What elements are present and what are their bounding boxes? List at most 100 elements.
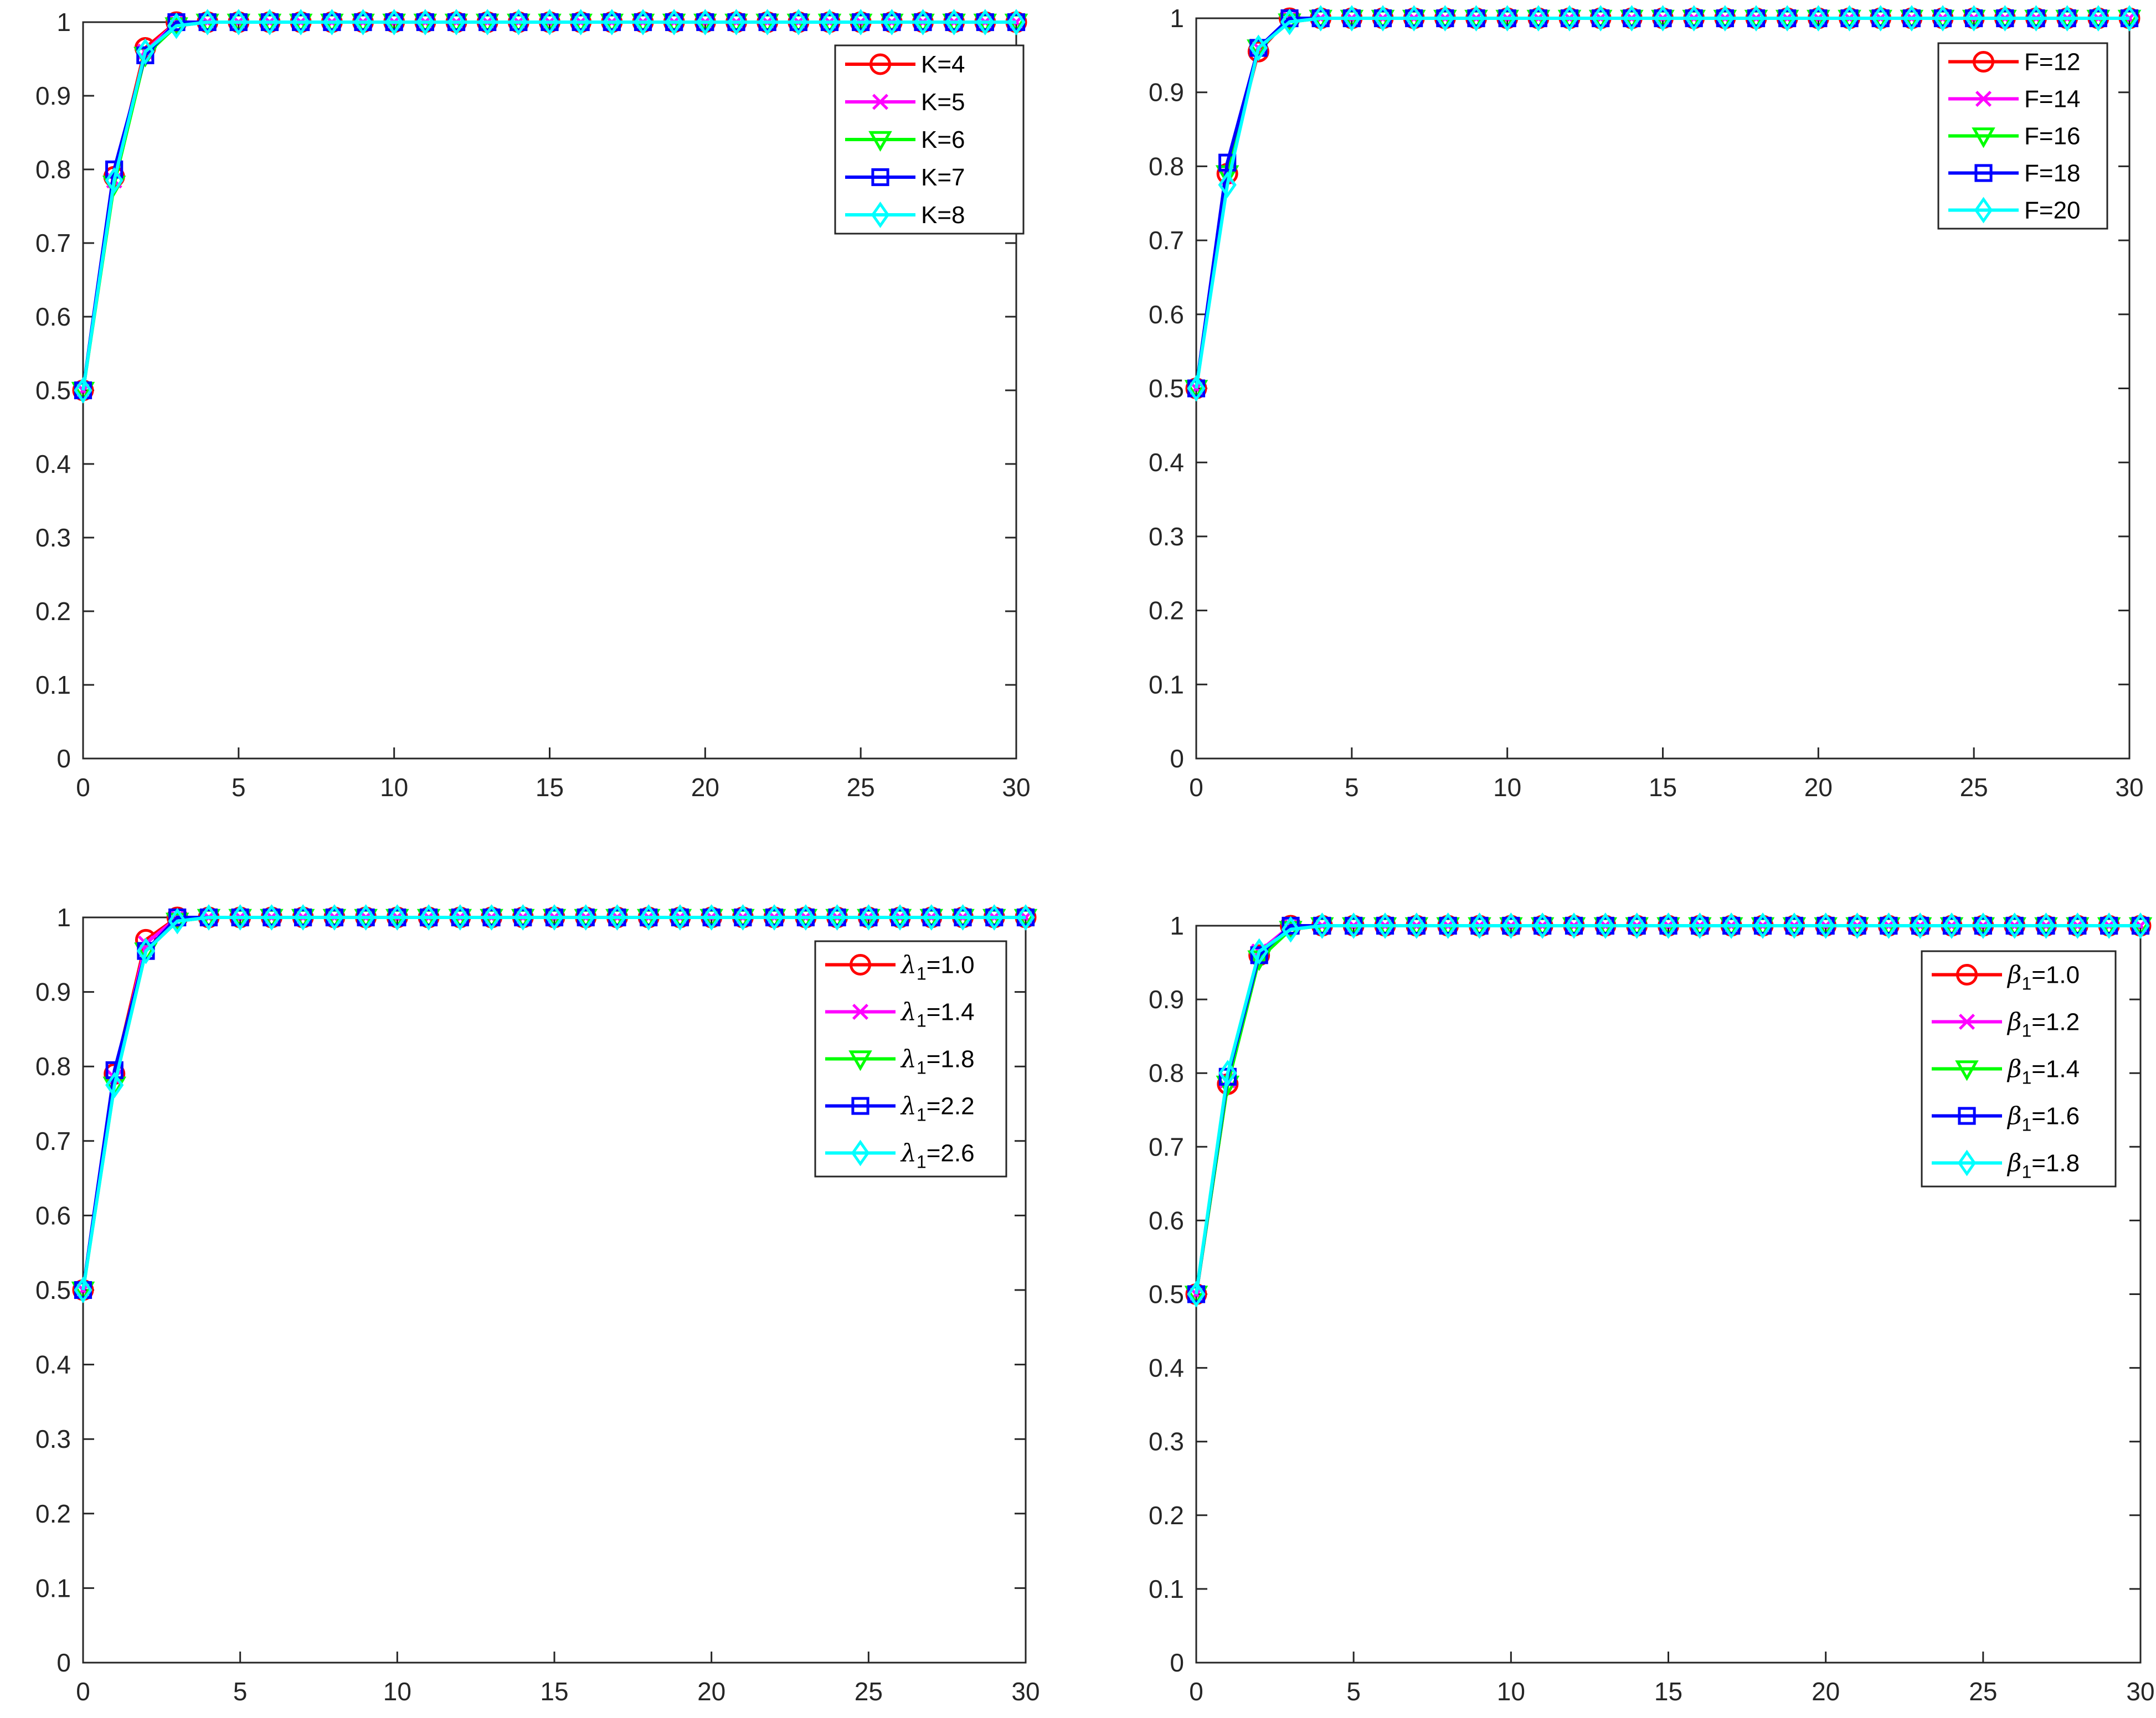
data-point <box>1560 5 1579 32</box>
y-tick-label: 0.8 <box>1149 152 1184 180</box>
y-tick-label: 0 <box>56 744 71 773</box>
data-point <box>1716 5 1735 32</box>
x-tick-label: 20 <box>1812 1677 1840 1706</box>
data-point <box>262 904 281 931</box>
legend-marker <box>1973 51 1994 73</box>
legend-label: F=16 <box>2024 123 2081 150</box>
legend-label: K=8 <box>921 202 965 229</box>
data-point <box>2058 5 2077 32</box>
data-point <box>1974 912 1993 939</box>
data-point <box>1879 912 1898 939</box>
legend-value: =1.4 <box>927 999 975 1026</box>
y-tick-label: 0 <box>1170 1648 1184 1677</box>
data-point <box>385 9 404 35</box>
series-line <box>81 916 1026 1291</box>
legend-symbol: β <box>2006 1055 2021 1084</box>
data-point <box>1622 5 1641 32</box>
data-point <box>1281 916 1300 943</box>
data-point <box>168 907 187 935</box>
data-point <box>2068 912 2087 939</box>
data-point <box>2120 5 2139 32</box>
y-tick-label: 0.3 <box>1149 1427 1184 1456</box>
y-tick-label: 0.1 <box>1149 1575 1184 1603</box>
data-point <box>922 904 941 931</box>
data-point <box>1218 1060 1237 1087</box>
x-tick-label: 30 <box>2115 773 2143 802</box>
data-point <box>2026 5 2046 32</box>
y-tick-label: 0.7 <box>35 1127 71 1155</box>
data-point <box>1753 912 1772 939</box>
legend-marker <box>1958 1107 1976 1125</box>
data-point <box>1470 912 1489 939</box>
data-point <box>820 9 839 35</box>
data-point <box>1902 5 1921 32</box>
legend-marker <box>872 94 889 110</box>
x-tick-label: 15 <box>536 773 564 802</box>
legend-box <box>834 44 1025 235</box>
y-tick-label: 0.4 <box>1149 1354 1184 1382</box>
y-tick-label: 0.4 <box>1149 448 1184 477</box>
x-tick-label: 10 <box>1493 773 1521 802</box>
data-point <box>419 904 438 931</box>
data-point <box>260 9 279 35</box>
series-line <box>1195 17 2129 389</box>
data-point <box>789 9 808 35</box>
data-point <box>1311 5 1330 32</box>
data-point <box>2100 912 2118 939</box>
y-tick-label: 1 <box>1170 4 1184 33</box>
data-point <box>1690 912 1709 939</box>
legend-marker <box>871 168 889 187</box>
data-point <box>976 9 995 35</box>
data-point <box>1218 153 1237 172</box>
legend-value: =1.8 <box>2031 1150 2080 1177</box>
data-point <box>859 904 878 931</box>
chart-panel-lambda: 0 5 10 15 20 25 30 0 0.1 0.2 0.3 0.4 0.5 0.6 0.7 0.8 0.9… <box>35 903 1040 1706</box>
data-point <box>758 9 777 35</box>
data-point <box>953 904 972 931</box>
x-tick-label: 0 <box>1189 773 1203 802</box>
y-tick-label: 0.7 <box>1149 1132 1184 1161</box>
legend-marker <box>851 1097 869 1115</box>
legend-marker <box>1975 90 1992 107</box>
x-tick-label: 20 <box>1804 773 1833 802</box>
data-point <box>634 9 652 35</box>
data-point <box>796 904 815 931</box>
data-point <box>325 904 344 931</box>
legend-label: β1=1.4 <box>2006 1055 2080 1088</box>
legend-label: β1=1.6 <box>2006 1102 2080 1135</box>
y-tick-label: 0.9 <box>1149 985 1184 1014</box>
legend-value: =1.0 <box>927 952 975 979</box>
data-point <box>2005 912 2024 939</box>
y-tick-label: 0.1 <box>35 670 71 699</box>
legend-label: β1=1.8 <box>2006 1149 2080 1182</box>
y-tick-label: 1 <box>1170 911 1184 940</box>
legend-marker <box>1974 164 1993 182</box>
data-point <box>136 38 155 65</box>
legend-subscript: 1 <box>917 1105 927 1125</box>
data-point <box>608 904 627 931</box>
legend-subscript: 1 <box>2021 1068 2031 1088</box>
data-point <box>74 1277 92 1303</box>
data-point <box>1187 1281 1206 1308</box>
data-point <box>1995 5 2014 32</box>
legend-subscript: 1 <box>917 964 927 984</box>
data-point <box>1659 912 1678 939</box>
data-point <box>353 9 373 35</box>
data-point <box>1007 9 1026 35</box>
data-point <box>513 904 532 931</box>
data-point <box>1785 912 1804 939</box>
x-tick-label: 30 <box>1011 1677 1040 1706</box>
data-point <box>1435 5 1454 32</box>
y-tick-label: 0.9 <box>35 81 71 110</box>
data-point <box>447 9 466 35</box>
data-point <box>1218 171 1237 198</box>
y-tick-label: 0.2 <box>1149 1501 1184 1530</box>
data-point <box>1747 5 1766 32</box>
y-tick-label: 1 <box>56 903 71 932</box>
x-tick-label: 20 <box>697 1677 725 1706</box>
x-tick-label: 10 <box>383 1677 411 1706</box>
legend-marker <box>1956 964 1978 986</box>
data-point <box>1373 5 1392 32</box>
legend-subscript: 1 <box>2021 974 2031 994</box>
legend-label: F=14 <box>2024 86 2081 113</box>
